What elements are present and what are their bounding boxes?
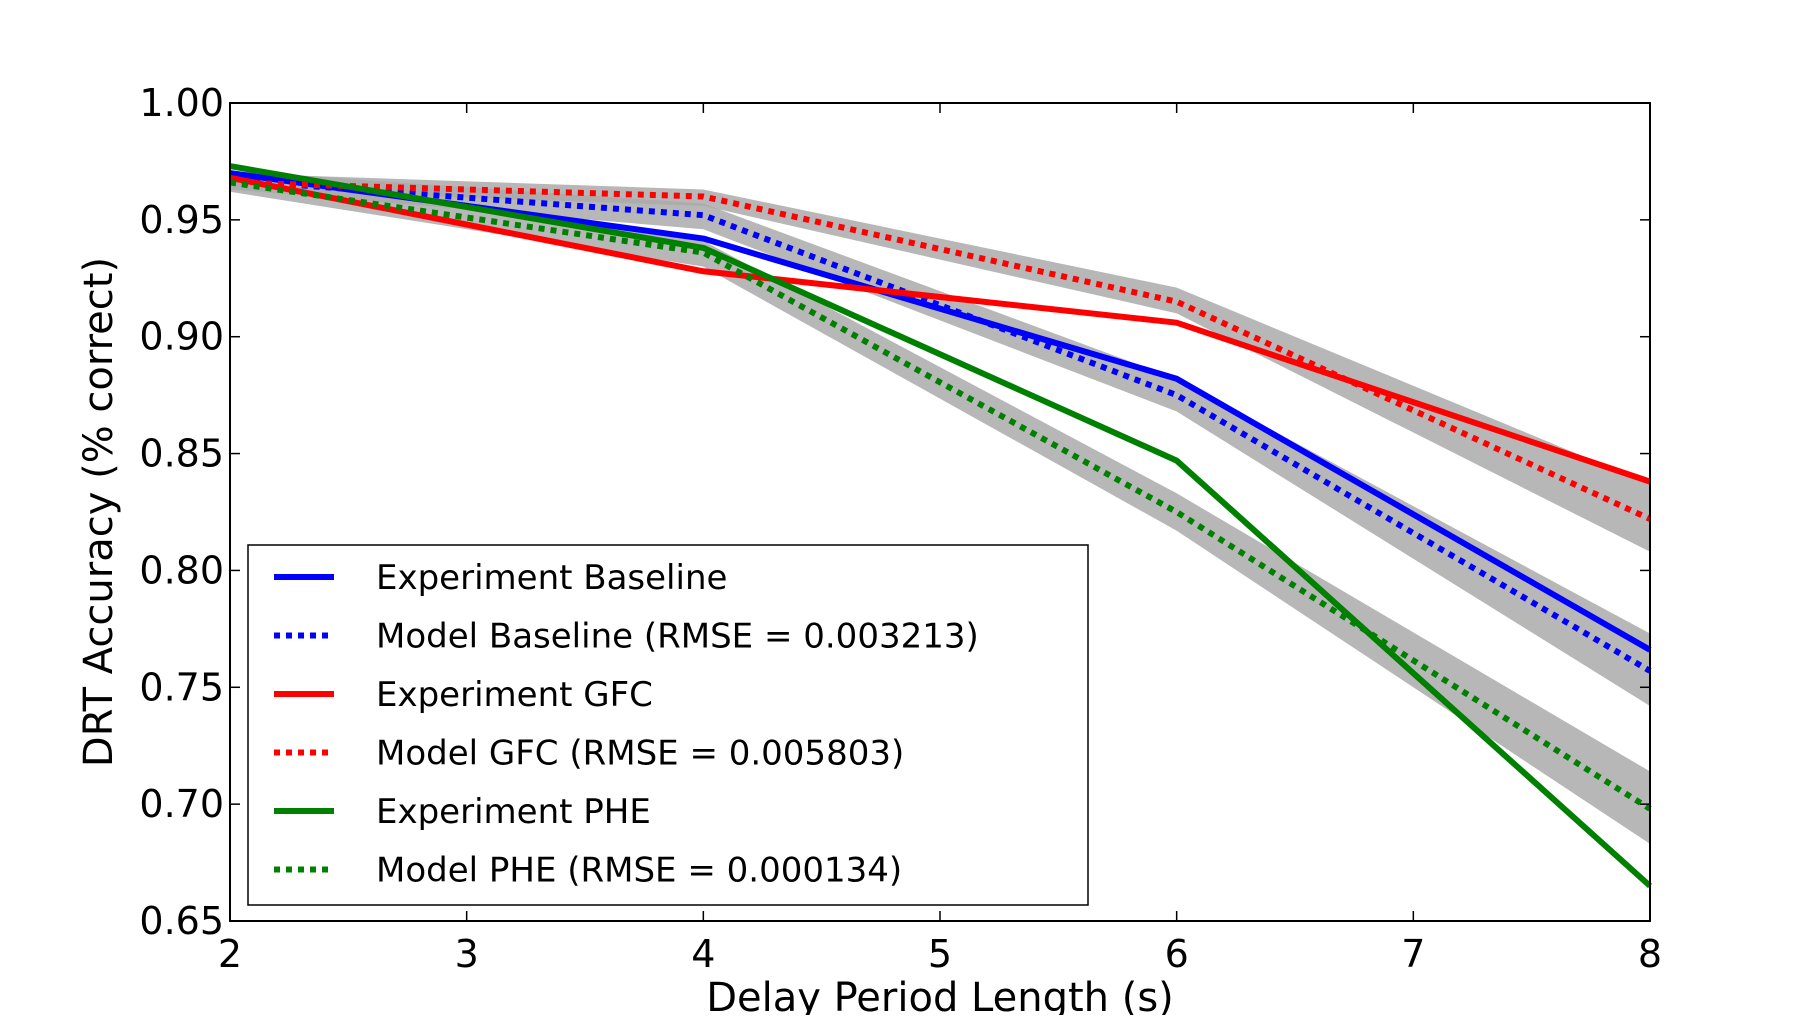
x-tick-label: 4 (691, 932, 715, 976)
x-tick-label: 2 (218, 932, 242, 976)
y-tick-label: 0.75 (139, 665, 224, 709)
x-axis-label: Delay Period Length (s) (706, 975, 1174, 1015)
y-tick-label: 0.90 (139, 315, 224, 359)
axis-ticks: 2 3 4 5 6 7 8 0.65 0.70 0.75 0.80 0.85 0.90 0.95 1.00 (139, 81, 1662, 976)
series-line-experiment-gfc (229, 174, 1651, 485)
series-line-model-phe-rmse-0-000134 (229, 179, 1652, 812)
x-tick-label: 8 (1638, 932, 1662, 976)
y-tick-label: 0.95 (139, 198, 224, 242)
x-tick-label: 5 (928, 932, 952, 976)
y-tick-label: 0.70 (139, 782, 224, 826)
legend-label-experiment-gfc: Experiment GFC (376, 675, 653, 715)
x-tick-label: 6 (1165, 932, 1189, 976)
legend-label-experiment-baseline: Experiment Baseline (376, 558, 727, 598)
band-model-gfc-rmse-0-005803 (230, 173, 1650, 552)
x-tick-label: 7 (1401, 932, 1425, 976)
y-tick-label: 0.80 (139, 548, 224, 592)
legend-frame (247, 544, 1089, 906)
x-tick-label: 3 (455, 932, 479, 976)
y-tick-label: 0.85 (139, 432, 224, 476)
y-axis-label: DRT Accuracy (% correct) (76, 257, 122, 767)
legend-label-model-phe-rmse-0-000134: Model PHE (RMSE = 0.000134) (376, 851, 902, 891)
series-line-experiment-phe (229, 163, 1653, 889)
legend-label-experiment-phe: Experiment PHE (376, 792, 651, 832)
y-tick-label: 1.00 (139, 81, 224, 125)
legend: Experiment Baseline Model Baseline (RMSE … (247, 544, 1089, 906)
y-tick-label: 0.65 (139, 899, 224, 943)
series-lines (229, 163, 1653, 889)
confidence-bands (230, 170, 1650, 844)
series-line-model-gfc-rmse-0-005803 (229, 179, 1652, 522)
legend-label-model-gfc-rmse-0-005803: Model GFC (RMSE = 0.005803) (376, 734, 904, 774)
legend-label-model-baseline-rmse-0-003213: Model Baseline (RMSE = 0.003213) (376, 617, 979, 657)
